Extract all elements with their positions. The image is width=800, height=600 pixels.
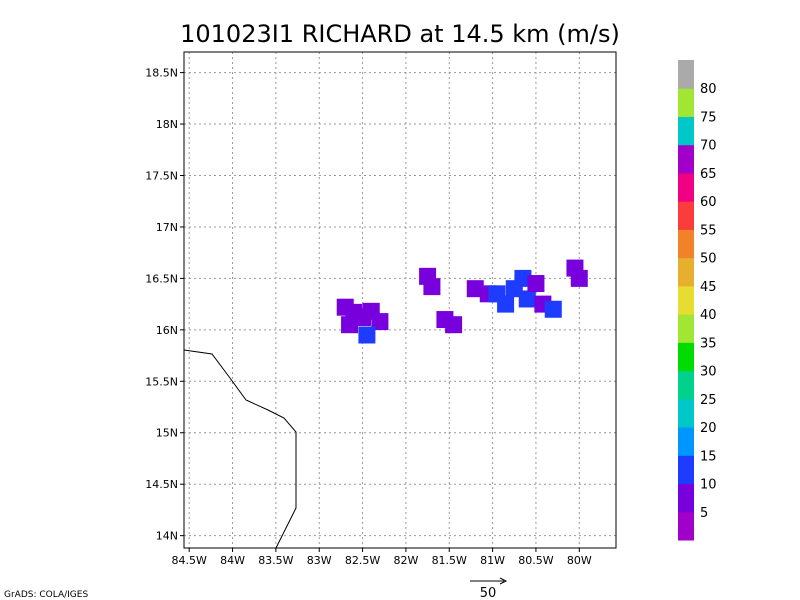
y-tick-label-7: 17.5N [145,169,178,182]
colorbar-swatch-11 [678,201,694,230]
wind-cell-22 [570,269,588,287]
wind-cell-10 [445,316,463,334]
x-tick-label-9: 80W [567,554,592,567]
y-tick-label-2: 15N [156,427,178,440]
x-tick-label-0: 84.5W [172,554,207,567]
colorbar-swatch-0 [678,511,694,541]
y-tick-label-3: 15.5N [145,375,178,388]
y-tick-label-9: 18.5N [145,67,178,80]
colorbar: 5 10 15 20 25 30 35 40 45 50 55 60 65 70 75 80 [678,60,717,541]
x-tick-label-1: 84W [220,554,245,567]
plot-area [183,51,617,549]
plot-frame [183,51,617,549]
y-tick-label-0: 14N [156,530,178,543]
wind-cell-14 [497,295,515,313]
colorbar-swatch-8 [678,285,694,315]
vector-scale-arrowhead [499,577,508,585]
y-tick-label-5: 16.5N [145,272,178,285]
x-tick-label-8: 80.5W [518,554,553,567]
colorbar-label-2: 15 [700,449,717,464]
wind-cell-5 [358,326,376,344]
wind-cell-8 [423,278,441,296]
y-axis: 14N 14.5N 15N 15.5N 16N 16.5N 17N 17.5N 18N 18.5N [145,67,184,543]
colorbar-swatch-10 [678,229,694,259]
x-tick-label-5: 82W [393,554,418,567]
colorbar-label-15: 80 [700,82,717,97]
x-tick-label-3: 83W [307,554,332,567]
y-tick-label-1: 14.5N [145,478,178,491]
x-tick-label-7: 81W [480,554,505,567]
credit-text: GrADS: COLA/IGES [4,590,88,600]
colorbar-label-0: 5 [700,506,708,521]
wind-cell-11 [466,280,484,298]
x-tick-label-6: 81.5W [432,554,467,567]
colorbar-swatch-4 [678,398,694,428]
x-tick-label-2: 83.5W [258,554,293,567]
colorbar-swatch-2 [678,455,694,485]
colorbar-label-10: 55 [700,223,717,238]
colorbar-label-9: 50 [700,252,717,267]
wind-cell-4 [371,313,389,331]
colorbar-label-7: 40 [700,308,717,323]
colorbar-label-3: 20 [700,421,717,436]
colorbar-label-5: 30 [700,365,717,380]
colorbar-label-11: 60 [700,195,717,210]
colorbar-swatch-13 [678,144,694,174]
colorbar-label-12: 65 [700,167,717,182]
colorbar-swatch-7 [678,314,694,343]
colorbar-swatch-16 [678,60,694,89]
y-tick-label-8: 18N [156,118,178,131]
colorbar-swatch-12 [678,172,694,202]
colorbar-swatch-9 [678,257,694,287]
colorbar-swatch-14 [678,116,694,146]
colorbar-label-8: 45 [700,280,717,295]
colorbar-swatch-5 [678,370,694,400]
vector-scale-label: 50 [480,586,497,600]
colorbar-label-6: 35 [700,336,717,351]
colorbar-swatch-15 [678,88,694,117]
vector-scale: 50 [470,577,508,600]
colorbar-swatch-3 [678,427,694,456]
wind-cell-17 [518,290,536,308]
coastline [183,349,297,549]
colorbar-label-1: 10 [700,478,717,493]
colorbar-label-4: 25 [700,393,717,408]
x-axis: 84.5W 84W 83.5W 83W 82.5W 82W 81.5W 81W 80.5W 80W [172,548,592,567]
colorbar-swatch-1 [678,483,694,513]
chart-title: 101023I1 RICHARD at 14.5 km (m/s) [180,20,620,48]
colorbar-label-14: 75 [700,110,717,125]
wind-cell-16 [514,269,532,287]
wind-cell-18 [527,275,545,293]
wind-cells [336,259,588,344]
wind-cell-20 [544,300,562,318]
wind-cell-6 [341,316,359,334]
grid [184,52,616,548]
y-tick-label-4: 16N [156,324,178,337]
y-tick-label-6: 17N [156,221,178,234]
colorbar-swatch-6 [678,342,694,372]
colorbar-label-13: 70 [700,139,717,154]
x-tick-label-4: 82.5W [345,554,380,567]
